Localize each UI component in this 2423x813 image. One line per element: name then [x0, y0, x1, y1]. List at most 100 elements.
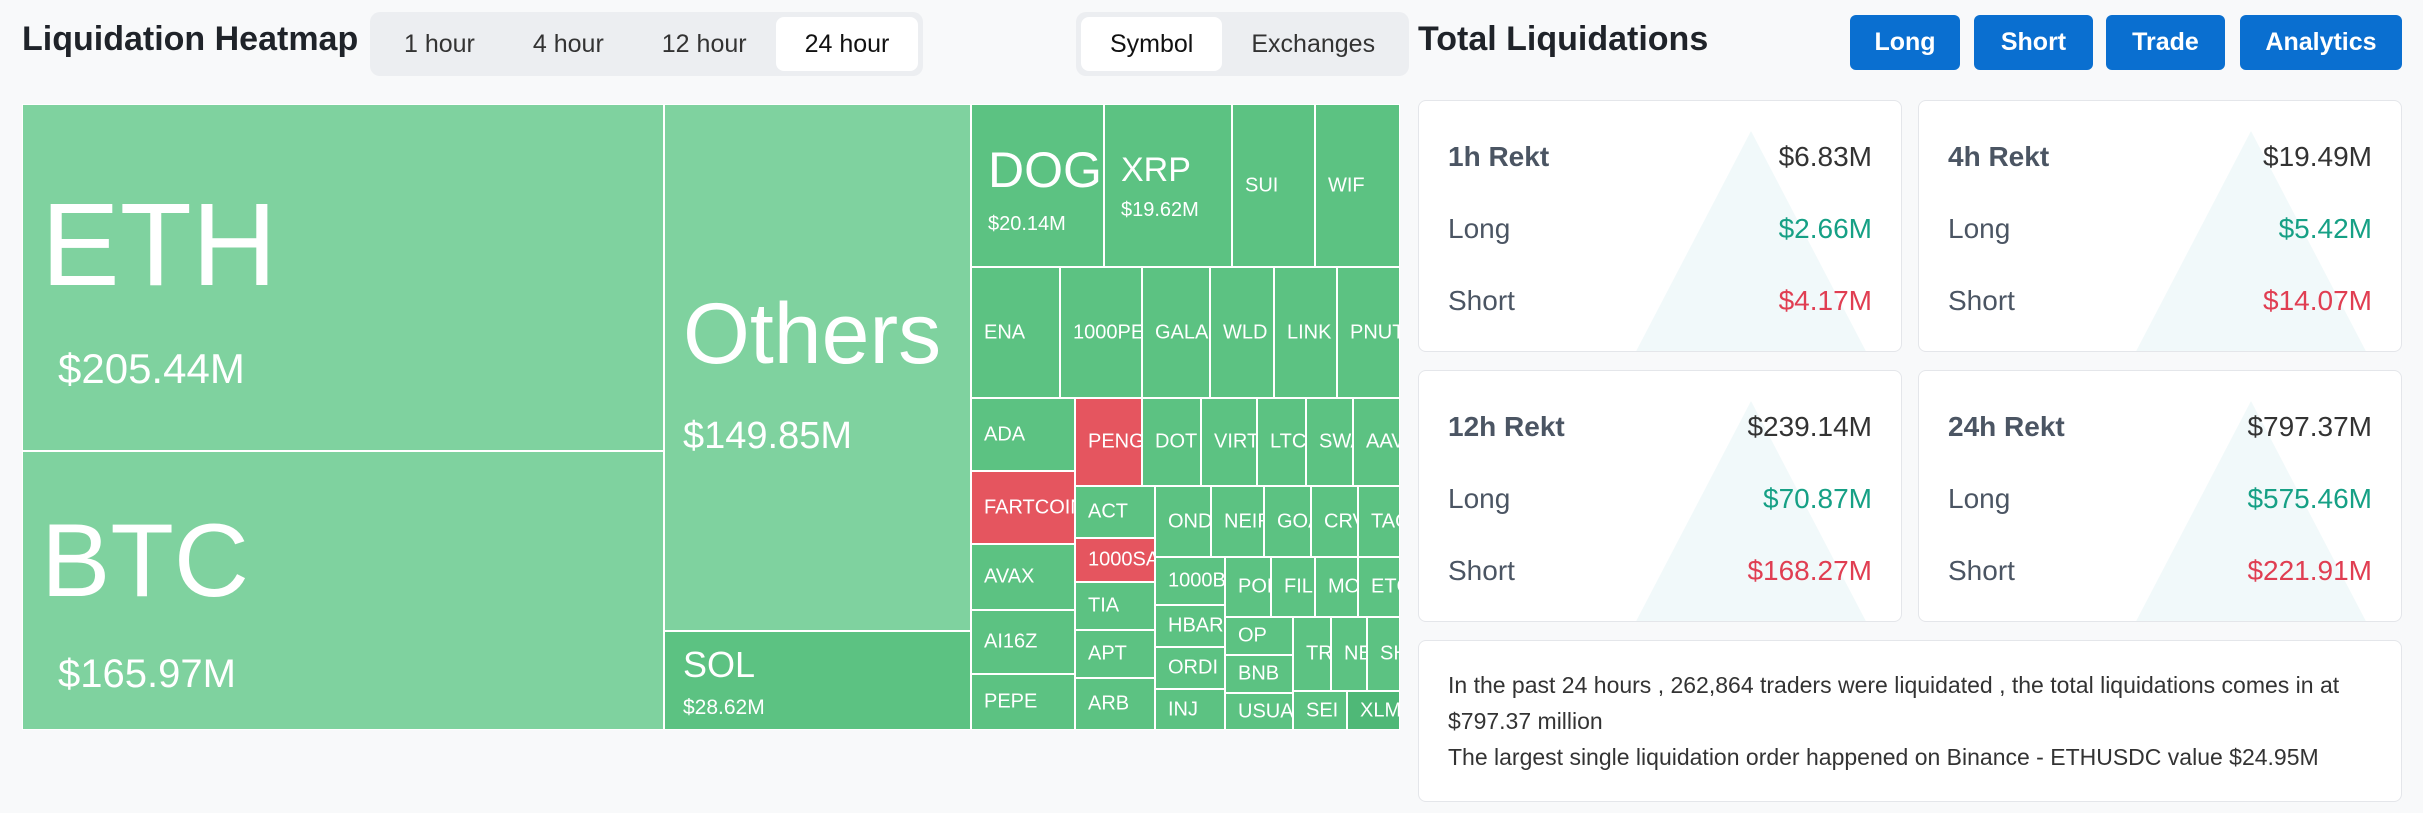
treemap-tile[interactable]: USUAL	[1225, 693, 1293, 730]
treemap-tile[interactable]: BNB	[1225, 655, 1293, 693]
tile-symbol: ADA	[984, 423, 1026, 445]
treemap-tile[interactable]: DOGE $20.14M	[971, 104, 1104, 267]
analytics-button[interactable]: Analytics	[2240, 15, 2402, 70]
treemap-tile[interactable]: AAVE	[1353, 398, 1400, 486]
treemap-tile[interactable]: WIF	[1315, 104, 1400, 267]
treemap-tile[interactable]: FARTCOIN	[971, 471, 1075, 544]
short-button[interactable]: Short	[1974, 15, 2093, 70]
tile-symbol: AVAX	[984, 565, 1035, 588]
tile-symbol: ETC	[1371, 575, 1399, 598]
tile-symbol: LINK	[1287, 321, 1332, 343]
card-long-label: Long	[1948, 213, 2011, 244]
heatmap-title: Liquidation Heatmap	[22, 20, 359, 58]
card-short-label: Short	[1448, 555, 1515, 586]
treemap-tile[interactable]: AI16Z	[971, 610, 1075, 674]
treemap-tile[interactable]: OP	[1225, 617, 1293, 655]
treemap-tile[interactable]: CRV	[1311, 486, 1358, 557]
time-option-1h[interactable]: 1 hour	[404, 30, 475, 58]
treemap-tile[interactable]: GOAT	[1264, 486, 1311, 557]
treemap-tile[interactable]: LINK	[1274, 267, 1337, 398]
time-option-12h[interactable]: 12 hour	[661, 30, 747, 58]
card-period: 4h Rekt	[1948, 141, 2050, 172]
treemap-tile[interactable]: GALA	[1142, 267, 1210, 398]
tile-symbol: APT	[1088, 642, 1127, 665]
treemap-tile[interactable]: FIL	[1271, 557, 1315, 617]
treemap-tile[interactable]: VIRTUAL	[1201, 398, 1257, 486]
card-short-value: $4.17M	[1778, 285, 1872, 316]
treemap-tile[interactable]: ARB	[1075, 678, 1155, 730]
treemap-tile[interactable]: AVAX	[971, 544, 1075, 610]
treemap-tile[interactable]: INJ	[1155, 689, 1225, 730]
treemap-tile[interactable]: ACT	[1075, 486, 1155, 538]
card-short-value: $168.27M	[1747, 555, 1872, 586]
treemap-tile[interactable]: MOVE	[1315, 557, 1358, 617]
treemap-tile[interactable]: ETC	[1358, 557, 1400, 617]
treemap-tile[interactable]: 1000PEPE	[1060, 267, 1142, 398]
total-liquidations-title: Total Liquidations	[1418, 20, 1709, 58]
card-long-label: Long	[1948, 483, 2011, 514]
treemap-tile[interactable]: SWARMS	[1306, 398, 1353, 486]
view-option-exchanges[interactable]: Exchanges	[1251, 30, 1376, 58]
treemap-tile[interactable]: NEIRO	[1211, 486, 1264, 557]
treemap-tile[interactable]: ETH $205.44M	[22, 104, 664, 451]
trade-button[interactable]: Trade	[2106, 15, 2225, 70]
tile-value: $28.62M	[683, 696, 765, 719]
treemap-tile[interactable]: NEAR	[1331, 617, 1367, 691]
tile-symbol: 1000PEPE	[1073, 321, 1142, 343]
tile-value: $19.62M	[1121, 199, 1199, 221]
rekt-card-24h: 24h Rekt $797.37M Long $575.46M Short $221.…	[1918, 370, 2402, 622]
treemap-tile[interactable]: SHIB	[1367, 617, 1400, 691]
tile-symbol: USUAL	[1238, 700, 1293, 722]
treemap-tile[interactable]: XLM	[1347, 691, 1400, 730]
treemap-tile[interactable]: WLD	[1210, 267, 1274, 398]
tile-symbol: NEAR	[1344, 642, 1366, 665]
treemap-tile[interactable]: ENA	[971, 267, 1060, 398]
treemap-tile[interactable]: SEI	[1293, 691, 1347, 730]
card-long-value: $2.66M	[1778, 213, 1872, 244]
tile-symbol: VIRTUAL	[1214, 430, 1256, 453]
treemap-tile[interactable]: SUI	[1232, 104, 1315, 267]
treemap-tile[interactable]: TRX	[1293, 617, 1331, 691]
treemap-tile[interactable]: TAO	[1358, 486, 1400, 557]
treemap-tile[interactable]: DOT	[1142, 398, 1201, 486]
treemap-tile[interactable]: APT	[1075, 630, 1155, 678]
treemap-tile[interactable]: POL	[1225, 557, 1271, 617]
treemap-tile[interactable]: PENGU	[1075, 398, 1142, 486]
treemap-tile[interactable]: 1000SATS	[1075, 538, 1155, 582]
tile-symbol: OP	[1238, 624, 1267, 647]
card-period: 24h Rekt	[1948, 411, 2065, 442]
treemap-tile[interactable]: 1000BONK	[1155, 557, 1225, 605]
treemap-tile[interactable]: XRP $19.62M	[1104, 104, 1232, 267]
tile-symbol: TAO	[1371, 510, 1399, 532]
tile-symbol: LTC	[1270, 430, 1306, 453]
view-option-symbol[interactable]: Symbol	[1081, 17, 1223, 71]
card-long-label: Long	[1448, 213, 1511, 244]
treemap-tile[interactable]: PNUT	[1337, 267, 1400, 398]
treemap-tile[interactable]: LTC	[1257, 398, 1306, 486]
treemap-tile[interactable]: Others $149.85M	[664, 104, 971, 631]
tile-symbol: AAVE	[1366, 430, 1399, 453]
treemap-tile[interactable]: SOL $28.62M	[664, 631, 971, 730]
treemap-tile[interactable]: ADA	[971, 398, 1075, 471]
treemap-tile[interactable]: HBAR	[1155, 605, 1225, 647]
card-long-value: $5.42M	[2278, 213, 2372, 244]
treemap-tile[interactable]: PEPE	[971, 674, 1075, 730]
treemap-tile[interactable]: ONDO	[1155, 486, 1211, 557]
summary-line-2: The largest single liquidation order hap…	[1448, 744, 2319, 770]
long-button[interactable]: Long	[1850, 15, 1960, 70]
card-total: $6.83M	[1778, 141, 1872, 172]
tile-symbol: WLD	[1223, 321, 1268, 343]
treemap-tile[interactable]: ORDI	[1155, 647, 1225, 689]
treemap-tile[interactable]: BTC $165.97M	[22, 451, 664, 730]
time-option-4h[interactable]: 4 hour	[532, 30, 604, 58]
tile-symbol: MOVE	[1328, 575, 1358, 598]
tile-symbol: HBAR	[1168, 614, 1224, 637]
tile-symbol: ENA	[984, 321, 1026, 343]
card-total: $239.14M	[1747, 411, 1872, 442]
tile-symbol: PEPE	[984, 690, 1038, 713]
treemap-tile[interactable]: TIA	[1075, 582, 1155, 630]
tile-symbol: ACT	[1088, 500, 1128, 523]
tile-value: $205.44M	[58, 345, 245, 392]
card-period: 1h Rekt	[1448, 141, 1550, 172]
time-option-24h[interactable]: 24 hour	[775, 17, 919, 71]
